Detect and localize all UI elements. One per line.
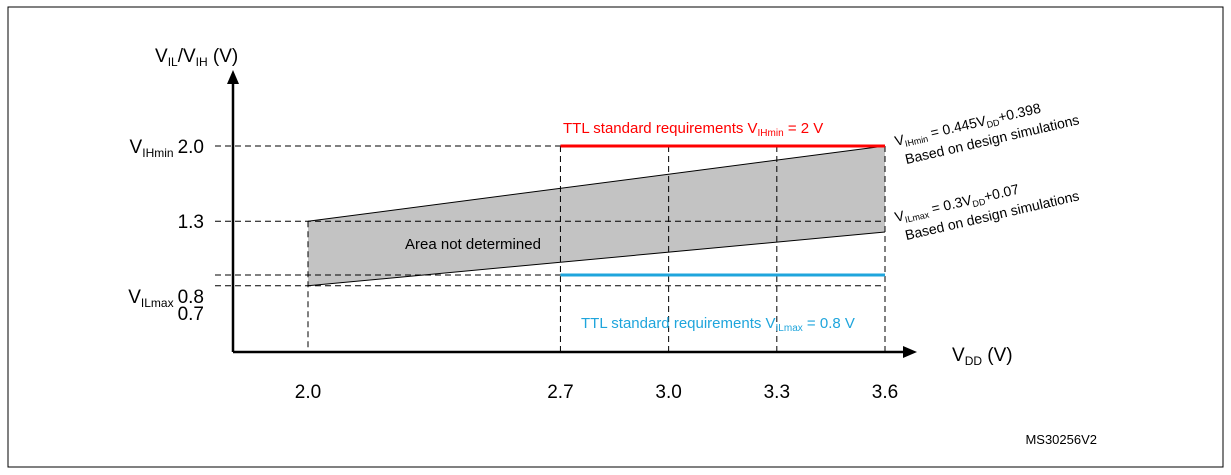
x-tick-labels: 2.0 2.7 3.0 3.3 3.6 (295, 382, 898, 403)
vihmin-line (307, 145, 886, 222)
x-tick-label: 3.3 (764, 382, 790, 403)
undetermined-area (308, 146, 885, 286)
equation-high: VIHmin = 0.445VDD+0.398 Based on design … (893, 100, 1081, 167)
x-tick-label: 3.0 (655, 382, 681, 403)
y-axis-title: VIL/VIH (V) (155, 46, 238, 69)
y-axis-arrow (227, 70, 239, 84)
ttl-high-label: TTL standard requirements VIHmin = 2 V (563, 120, 823, 139)
y-tick-label-vihmin: VIHmin 2.0 (130, 137, 204, 160)
x-tick-label: 3.6 (872, 382, 898, 403)
x-axis-title: VDD (V) (952, 345, 1013, 368)
vilmax-line (307, 231, 886, 287)
equation-low: VILmax = 0.3VDD+0.07 Based on design sim… (893, 181, 1081, 243)
x-axis-arrow (903, 346, 917, 358)
area-label: Area not determined (405, 236, 541, 253)
y-tick-label-1-3: 1.3 (178, 212, 204, 233)
y-tick-label-0-7: 0.7 (178, 304, 204, 325)
y-tick-label-vilmax: VILmax 0.8 (128, 287, 204, 310)
guide-lines (215, 145, 886, 352)
figure-id: MS30256V2 (1025, 432, 1097, 447)
ttl-low-label: TTL standard requirements VILmax = 0.8 V (581, 315, 855, 334)
x-tick-label: 2.0 (295, 382, 321, 403)
x-tick-label: 2.7 (547, 382, 573, 403)
figure-border (7, 6, 1224, 468)
